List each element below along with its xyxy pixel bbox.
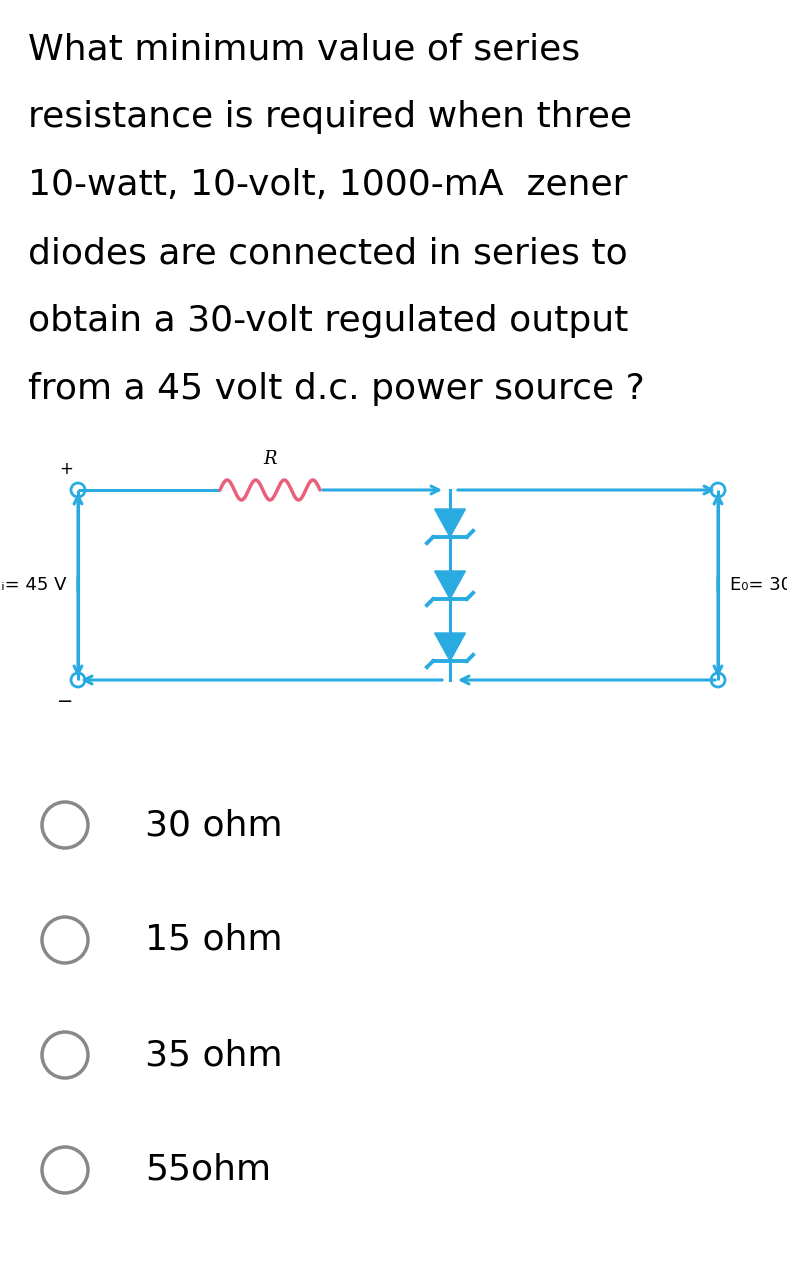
Polygon shape: [434, 509, 465, 538]
Text: −: −: [57, 692, 73, 710]
Text: +: +: [59, 460, 73, 477]
Text: diodes are connected in series to: diodes are connected in series to: [28, 236, 628, 270]
Text: resistance is required when three: resistance is required when three: [28, 100, 632, 134]
Text: 35 ohm: 35 ohm: [145, 1038, 283, 1073]
Text: E₀= 30 V: E₀= 30 V: [730, 576, 787, 594]
Text: What minimum value of series: What minimum value of series: [28, 32, 580, 67]
Text: obtain a 30-volt regulated output: obtain a 30-volt regulated output: [28, 303, 628, 338]
Text: Eᵢ= 45 V: Eᵢ= 45 V: [0, 576, 66, 594]
Text: 10-watt, 10-volt, 1000-mA  zener: 10-watt, 10-volt, 1000-mA zener: [28, 168, 627, 202]
Text: from a 45 volt d.c. power source ?: from a 45 volt d.c. power source ?: [28, 372, 645, 406]
Text: 15 ohm: 15 ohm: [145, 923, 283, 957]
Text: 30 ohm: 30 ohm: [145, 808, 283, 842]
Text: R: R: [263, 451, 277, 468]
Polygon shape: [434, 571, 465, 599]
Polygon shape: [434, 634, 465, 660]
Text: 55ohm: 55ohm: [145, 1153, 272, 1187]
